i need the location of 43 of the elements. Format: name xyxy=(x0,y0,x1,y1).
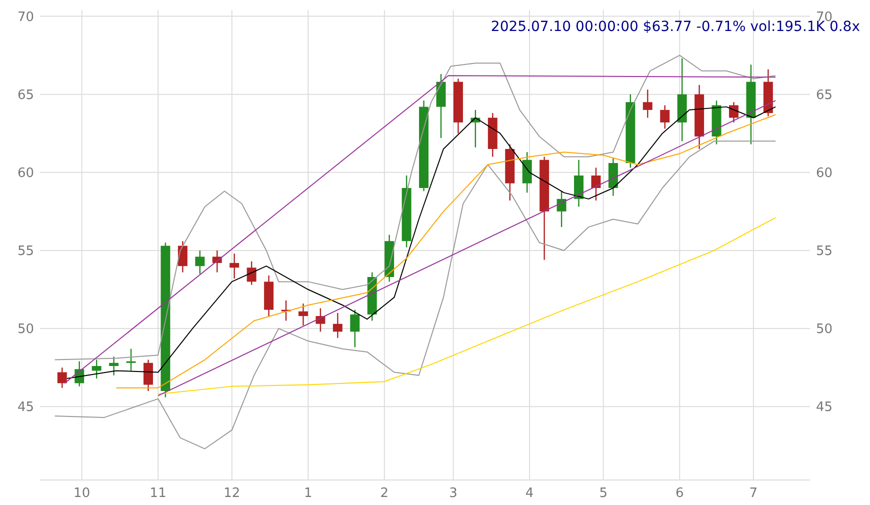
x-tick-label: 11 xyxy=(150,486,166,501)
candlestick xyxy=(57,366,67,388)
candlestick xyxy=(316,308,326,332)
y-tick-label: 45 xyxy=(17,400,34,416)
x-tick-label: 3 xyxy=(449,486,458,501)
y-tick-label: 70 xyxy=(17,10,34,25)
y-tick-label: 65 xyxy=(17,88,34,103)
x-tick-label: 6 xyxy=(675,486,684,501)
candlestick xyxy=(246,260,256,286)
y2-tick-label: 45 xyxy=(816,400,833,416)
x-tick-label: 7 xyxy=(749,486,758,501)
candlestick xyxy=(729,102,738,124)
candlestick xyxy=(144,359,153,392)
x-tick-label: 1 xyxy=(304,486,312,501)
y2-tick-label: 55 xyxy=(816,244,833,260)
y-tick-label: 55 xyxy=(17,244,34,260)
candlestick xyxy=(92,359,102,380)
candlestick xyxy=(298,302,308,326)
x-tick-label: 12 xyxy=(224,486,240,501)
candlestick xyxy=(660,104,670,130)
x-tick-label: 5 xyxy=(599,486,608,501)
candlestick xyxy=(556,190,566,228)
candlestick xyxy=(591,167,601,202)
y2-tick-label: 60 xyxy=(816,166,833,181)
line-series xyxy=(54,140,776,450)
line-series xyxy=(158,217,776,395)
candlestick xyxy=(178,240,188,273)
candlestick xyxy=(350,309,360,348)
candlestick xyxy=(642,89,652,118)
y-tick-label: 60 xyxy=(17,166,34,181)
y2-tick-label: 65 xyxy=(816,88,833,103)
candlestick xyxy=(574,159,584,208)
candlestick xyxy=(195,250,205,274)
y-tick-label: 50 xyxy=(17,322,34,338)
candlestick xyxy=(522,151,532,194)
candlestick xyxy=(126,348,136,372)
x-tick-label: 10 xyxy=(74,486,90,501)
candlestick xyxy=(230,252,240,280)
x-tick-label: 4 xyxy=(525,486,534,501)
y2-tick-label: 50 xyxy=(816,322,833,338)
x-tick-label: 2 xyxy=(380,486,389,501)
candlestick xyxy=(332,312,342,339)
candlestick xyxy=(109,356,119,376)
